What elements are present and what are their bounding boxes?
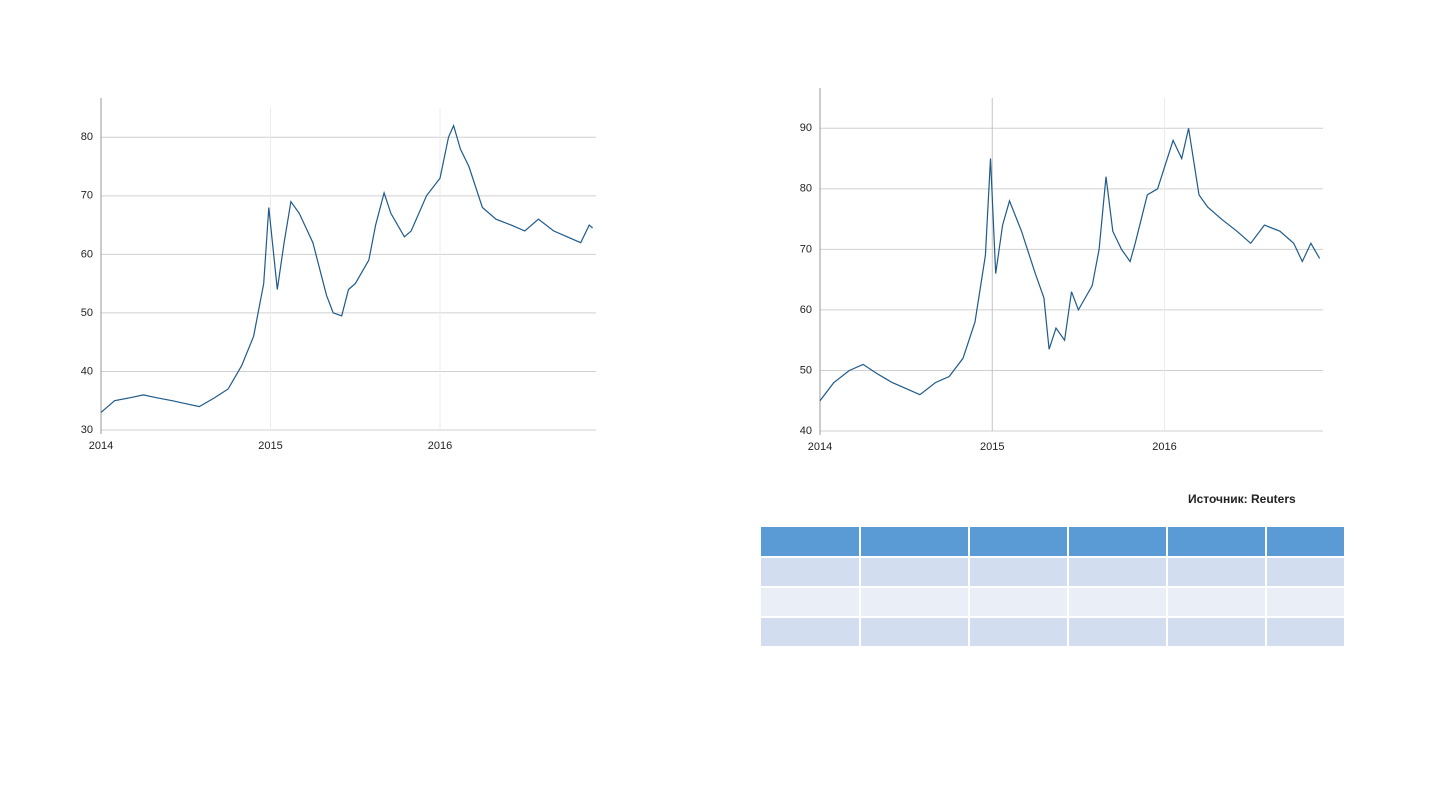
- table-cell: [970, 588, 1067, 616]
- table-cell: [761, 558, 859, 586]
- table-cell: [861, 618, 968, 646]
- table-cell: [861, 558, 968, 586]
- y-tick-label: 60: [800, 304, 812, 316]
- data-line: [819, 128, 1321, 402]
- y-tick-label: 70: [800, 243, 812, 255]
- y-tick-label: 60: [81, 248, 93, 260]
- x-tick-label: 2016: [1152, 441, 1176, 453]
- table-cell: [1267, 558, 1344, 586]
- x-tick-label: 2015: [258, 440, 282, 452]
- table: [761, 527, 1344, 646]
- table-cell: [1168, 588, 1265, 616]
- header-cell: [970, 527, 1067, 556]
- table-cell: [970, 558, 1067, 586]
- y-tick-label: 40: [81, 365, 93, 377]
- table-cell: [1267, 588, 1344, 616]
- y-tick-label: 80: [81, 131, 93, 143]
- x-tick-label: 2014: [89, 440, 113, 452]
- table-cell: [761, 588, 859, 616]
- x-tick-label: 2015: [980, 441, 1004, 453]
- header-cell: [861, 527, 968, 556]
- table-cell: [970, 618, 1067, 646]
- y-tick-label: 40: [800, 425, 812, 437]
- y-tick-label: 50: [81, 307, 93, 319]
- data-line: [100, 123, 593, 413]
- x-tick-label: 2014: [808, 441, 832, 453]
- header-cell: [1069, 527, 1166, 556]
- y-tick-label: 90: [800, 122, 812, 134]
- table-cell: [1069, 558, 1166, 586]
- table-cell: [1267, 618, 1344, 646]
- y-tick-label: 30: [81, 424, 93, 436]
- header-cell: [1168, 527, 1265, 556]
- y-tick-label: 50: [800, 364, 812, 376]
- source-note: Источник: Reuters: [1188, 492, 1296, 506]
- y-tick-label: 80: [800, 183, 812, 195]
- header-cell: [1267, 527, 1344, 556]
- table-cell: [1069, 618, 1166, 646]
- table-cell: [761, 618, 859, 646]
- table-cell: [861, 588, 968, 616]
- charts: 30 40 50 60 70 80 2014 2015 2016 40 50 60 70 80 90 2014…: [81, 88, 1323, 453]
- y-tick-label: 70: [81, 190, 93, 202]
- table-cell: [1069, 588, 1166, 616]
- x-tick-label: 2016: [428, 440, 452, 452]
- header-cell: [761, 527, 859, 556]
- table-cell: [1168, 558, 1265, 586]
- table-cell: [1168, 618, 1265, 646]
